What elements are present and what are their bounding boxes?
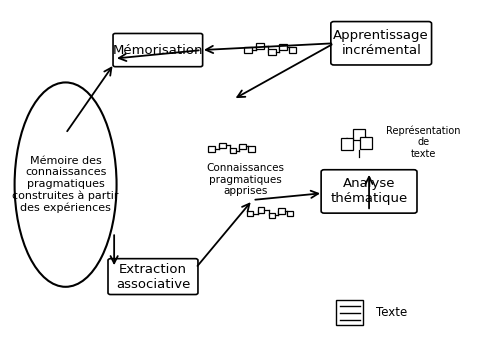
Bar [240, 144, 246, 149]
Text: Texte: Texte [376, 306, 408, 319]
Bar [219, 143, 226, 148]
Text: Mémoire des
connaissances
pragmatiques
construites à partir
des expériences: Mémoire des connaissances pragmatiques c… [12, 156, 119, 213]
Text: Connaissances
pragmatiques
apprises: Connaissances pragmatiques apprises [206, 163, 284, 196]
Text: Mémorisation: Mémorisation [113, 43, 203, 56]
Bar [247, 211, 253, 216]
FancyBboxPatch shape [321, 170, 417, 213]
Bar [278, 208, 285, 214]
Bar [258, 207, 264, 213]
Bar [230, 148, 237, 153]
Ellipse shape [14, 82, 117, 287]
Bar [256, 43, 264, 49]
Bar [336, 300, 363, 325]
Bar [248, 146, 254, 152]
Bar [353, 129, 366, 140]
FancyBboxPatch shape [113, 34, 203, 67]
Bar [287, 211, 294, 216]
Bar [289, 47, 297, 53]
Bar [269, 212, 275, 218]
Text: Extraction
associative: Extraction associative [116, 263, 190, 291]
Text: Représentation
de
texte: Représentation de texte [386, 125, 461, 159]
Text: Analyse
thématique: Analyse thématique [330, 177, 408, 206]
Text: Apprentissage
incrémental: Apprentissage incrémental [333, 29, 429, 57]
FancyBboxPatch shape [331, 22, 432, 65]
Bar [244, 47, 251, 53]
Bar [341, 139, 353, 150]
Bar [360, 137, 372, 149]
Bar [279, 44, 287, 50]
FancyBboxPatch shape [108, 259, 198, 294]
Bar [268, 49, 276, 55]
Bar [208, 146, 215, 152]
